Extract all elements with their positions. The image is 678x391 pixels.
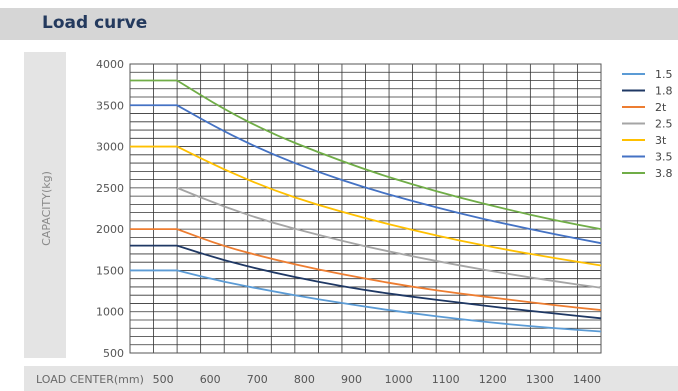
series-line-3: [130, 228, 602, 311]
x-tick-label: 800: [294, 373, 315, 386]
y-tick-label: 500: [103, 347, 124, 360]
x-tick-labels: 500 600 700 800 900 1000 1100 1200 1300 1400: [153, 373, 601, 386]
legend-label: 2.5: [655, 118, 673, 131]
legend-label: 2t: [655, 101, 667, 114]
x-tick-label: 700: [247, 373, 268, 386]
x-tick-label: 1000: [385, 373, 413, 386]
title-bar: Load curve: [0, 8, 678, 40]
chart-title: Load curve: [42, 13, 148, 33]
x-axis-label-band: [24, 366, 678, 391]
legend-label: 3t: [655, 134, 667, 147]
y-axis-label: CAPACITY(kg): [40, 171, 53, 246]
series-line-4: [176, 187, 602, 289]
series-line-5: [130, 145, 602, 267]
x-tick-label: 500: [153, 373, 174, 386]
y-axis-label-band: [24, 52, 66, 358]
x-tick-label: 1400: [573, 373, 601, 386]
plot-border: [129, 63, 602, 354]
y-tick-label: 4000: [96, 58, 124, 71]
y-tick-label: 1000: [96, 306, 124, 319]
y-tick-label: 3500: [96, 99, 124, 112]
series-lines: [130, 79, 602, 333]
grid-lines: [129, 63, 602, 354]
y-tick-label: 1500: [96, 264, 124, 277]
x-tick-label: 1200: [479, 373, 507, 386]
legend-label: 1.8: [655, 85, 673, 98]
legend-label: 3.5: [655, 151, 673, 164]
series-line-1: [130, 269, 602, 333]
legend-label: 1.5: [655, 68, 673, 81]
x-tick-label: 1300: [526, 373, 554, 386]
x-tick-label: 1100: [432, 373, 460, 386]
y-tick-labels: 500 1000 1500 2000 2500 3000 3500 4000: [96, 58, 124, 360]
legend-label: 3.8: [655, 167, 673, 180]
y-tick-label: 3000: [96, 141, 124, 154]
y-tick-label: 2000: [96, 223, 124, 236]
series-line-2: [130, 244, 602, 320]
series-line-7: [130, 79, 602, 231]
x-tick-label: 600: [200, 373, 221, 386]
x-axis-label: LOAD CENTER(mm): [36, 373, 144, 386]
y-tick-label: 2500: [96, 182, 124, 195]
x-tick-label: 900: [341, 373, 362, 386]
series-line-6: [130, 104, 602, 245]
legend: 1.5 1.8 2t 2.5 3t 3.5 3.8: [622, 68, 673, 180]
